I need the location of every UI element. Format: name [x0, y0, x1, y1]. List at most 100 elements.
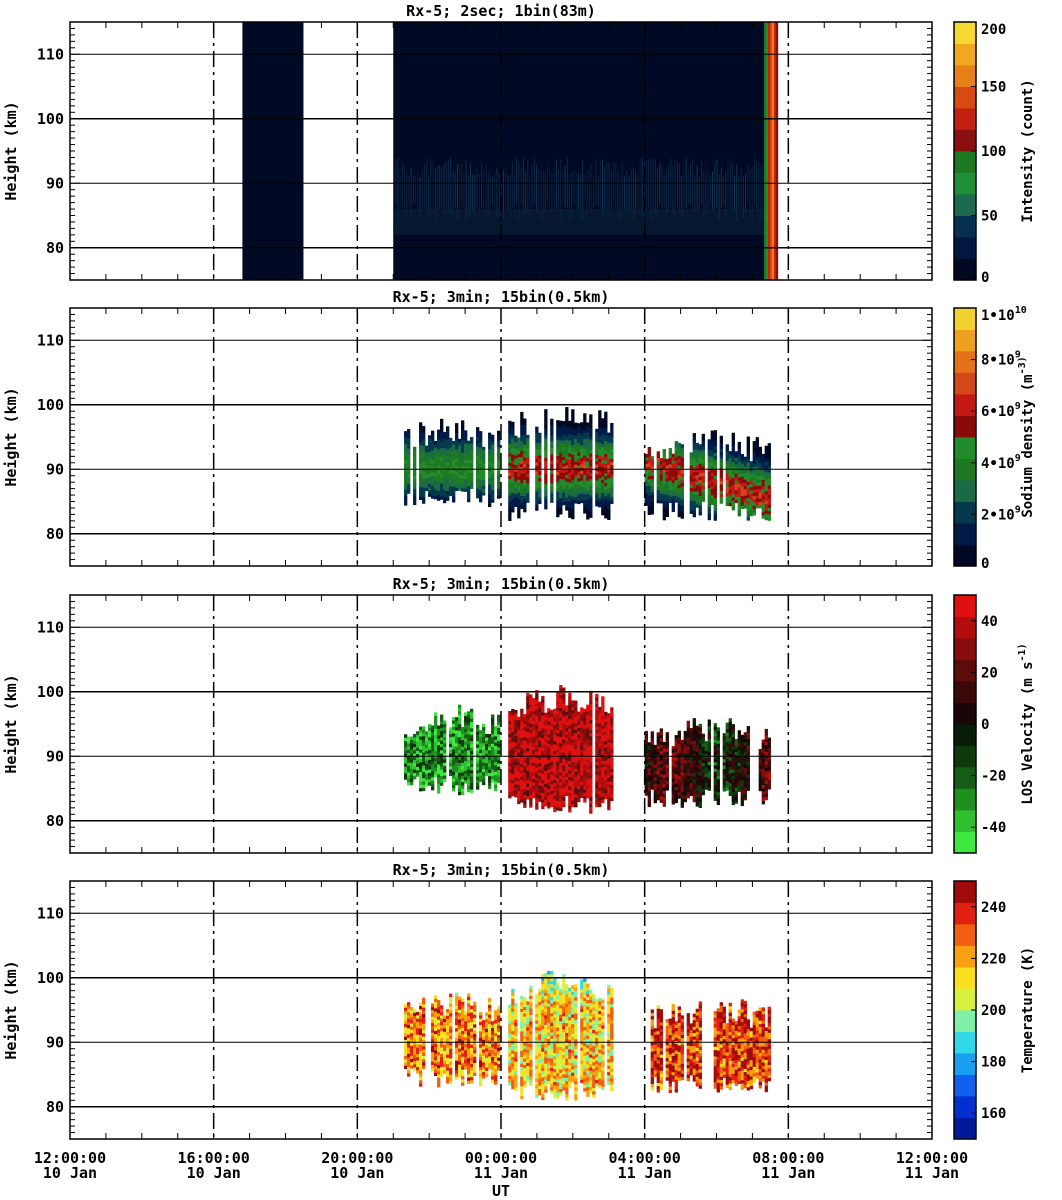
data-cell	[701, 743, 705, 747]
data-cell	[571, 415, 575, 420]
data-cell	[574, 422, 578, 427]
data-cell	[565, 484, 569, 488]
data-cell	[470, 747, 474, 751]
data-cell	[419, 745, 423, 750]
data-cell	[683, 737, 687, 741]
data-cell	[604, 776, 608, 780]
data-cell	[550, 729, 554, 733]
data-cell	[647, 777, 651, 782]
data-cell	[497, 453, 501, 457]
data-cell	[761, 762, 765, 766]
colorbar-tick-label: 1•1010	[981, 305, 1027, 324]
data-cell	[550, 492, 554, 497]
data-cell	[601, 505, 605, 509]
data-cell	[707, 500, 711, 505]
data-cell	[650, 776, 654, 781]
intensity-streak	[734, 175, 736, 212]
data-cell	[674, 735, 678, 739]
data-cell	[740, 457, 744, 461]
data-cell	[571, 483, 575, 487]
data-cell	[416, 731, 420, 735]
data-cell	[526, 473, 530, 478]
data-cell	[532, 723, 536, 728]
data-cell	[541, 731, 545, 735]
data-cell	[514, 461, 518, 466]
data-cell	[511, 441, 515, 445]
data-cell	[458, 720, 462, 725]
data-cell	[523, 437, 527, 442]
data-cell	[758, 752, 762, 756]
data-cell	[523, 743, 527, 747]
data-cell	[710, 433, 714, 438]
data-cell	[650, 456, 654, 460]
data-cell	[595, 793, 599, 798]
data-cell	[422, 736, 426, 740]
data-cell	[695, 738, 699, 743]
data-cell	[692, 510, 696, 515]
data-cell	[514, 484, 518, 488]
data-cell	[674, 741, 678, 746]
data-cell	[743, 793, 747, 798]
data-cell	[446, 452, 450, 456]
data-cell	[731, 795, 735, 799]
data-cell	[511, 428, 515, 432]
data-cell	[559, 504, 563, 509]
data-cell	[659, 480, 663, 485]
data-cell	[467, 782, 471, 786]
data-cell	[428, 477, 432, 481]
data-cell	[523, 508, 527, 513]
data-cell	[529, 787, 533, 792]
data-cell	[431, 479, 435, 483]
data-cell	[532, 752, 536, 757]
data-cell	[523, 495, 527, 500]
data-cell	[467, 489, 471, 493]
data-cell	[746, 446, 750, 450]
data-cell	[479, 434, 483, 438]
data-cell	[488, 733, 492, 738]
data-cell	[470, 740, 474, 745]
data-cell	[583, 744, 587, 748]
data-cell	[476, 488, 480, 492]
data-cell	[538, 484, 542, 488]
data-cell	[607, 516, 611, 520]
data-cell	[520, 708, 524, 713]
data-cell	[695, 491, 699, 495]
data-cell	[535, 478, 539, 482]
data-cell	[434, 447, 438, 451]
data-cell	[764, 474, 768, 479]
data-cell	[550, 719, 554, 724]
data-cell	[656, 457, 660, 462]
data-cell	[464, 439, 468, 444]
colorbar-segment	[954, 351, 976, 373]
data-cell	[404, 763, 408, 767]
data-cell	[653, 767, 657, 771]
data-cell	[470, 711, 474, 716]
data-cell	[404, 479, 408, 484]
data-cell	[586, 769, 590, 773]
data-cell	[523, 460, 527, 464]
data-cell	[443, 448, 447, 452]
data-cell	[494, 729, 498, 734]
data-cell	[520, 747, 524, 752]
data-cell	[610, 726, 614, 731]
data-cell	[580, 729, 584, 734]
data-cell	[728, 763, 732, 767]
data-cell	[529, 758, 533, 763]
data-cell	[689, 769, 693, 774]
data-cell	[740, 747, 744, 752]
data-cell	[583, 766, 587, 771]
data-cell	[458, 753, 462, 757]
data-cell	[538, 788, 542, 793]
data-cell	[517, 492, 521, 496]
data-cell	[644, 769, 648, 774]
data-cell	[443, 460, 447, 465]
data-cell	[604, 414, 608, 419]
data-cell	[529, 713, 533, 718]
intensity-streak	[714, 162, 716, 211]
data-cell	[425, 753, 429, 758]
data-cell	[689, 503, 693, 508]
data-cell	[556, 433, 560, 437]
data-cell	[577, 481, 581, 485]
data-cell	[470, 708, 474, 713]
data-cell	[479, 466, 483, 471]
